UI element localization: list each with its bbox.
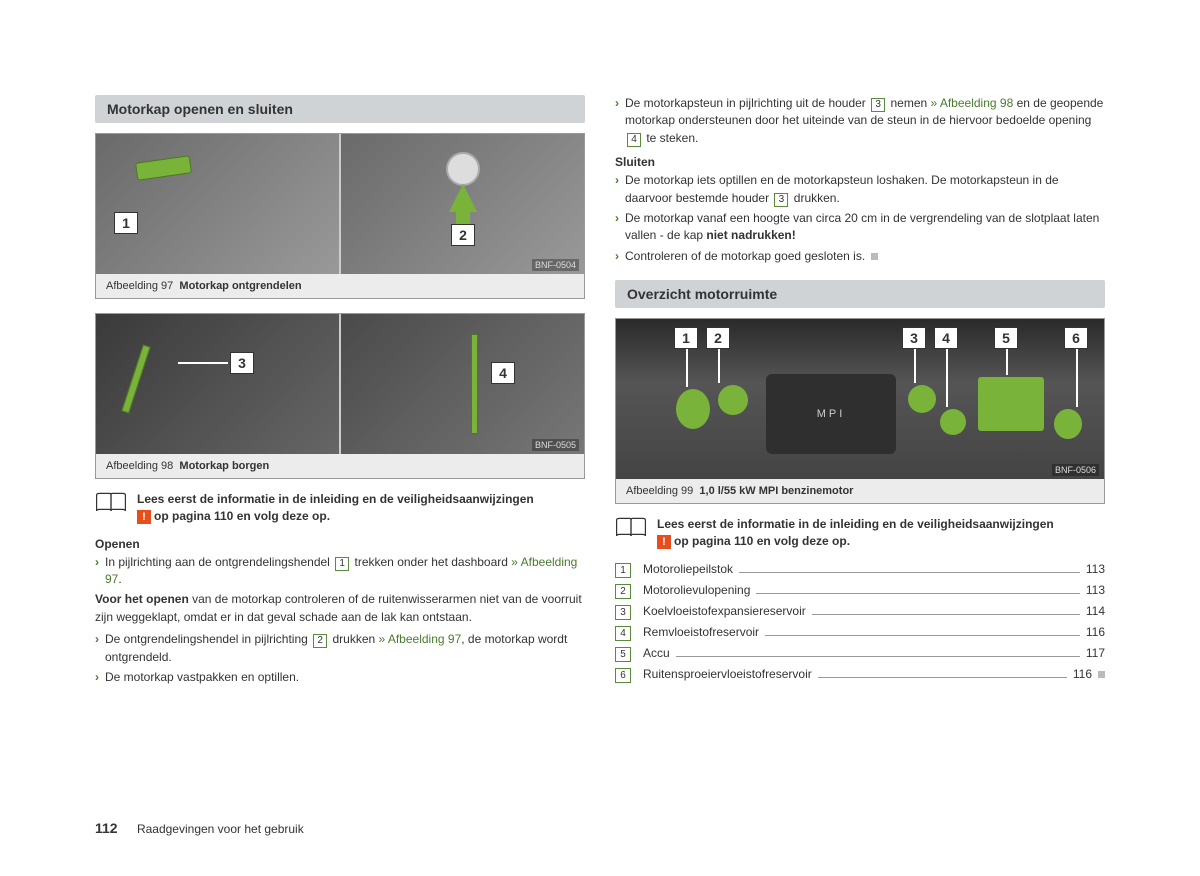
figure-97-num: Afbeelding 97 xyxy=(106,280,173,292)
read-first-notice: Lees eerst de informatie in de inleiding… xyxy=(95,491,585,525)
callout-2: 2 xyxy=(451,224,475,246)
figure-97: 1 2 BNF-0504 Afbeelding 97 Motorkap ontg… xyxy=(95,133,585,299)
toc-page: 114 xyxy=(1086,604,1105,618)
toc-row: 5 Accu 117 xyxy=(615,646,1105,662)
engine-toc: 1 Motoroliepeilstok 113 2 Motorolievulopenin… xyxy=(615,562,1105,683)
info-line2: op pagina 110 en volg deze op. xyxy=(154,509,330,523)
toc-number: 5 xyxy=(615,647,631,662)
toc-number: 3 xyxy=(615,605,631,620)
page-number: 112 xyxy=(95,820,118,836)
toc-number: 2 xyxy=(615,584,631,599)
toc-label: Motoroliepeilstok xyxy=(643,562,733,576)
sluiten-heading: Sluiten xyxy=(615,155,1105,169)
callout-e6: 6 xyxy=(1064,327,1088,349)
figure-99: MPI 1 2 3 4 5 6 BNF-0506 Afbeeldi xyxy=(615,318,1105,504)
toc-number: 1 xyxy=(615,563,631,578)
figure-97-title: Motorkap ontgrendelen xyxy=(179,280,301,292)
figure-98-title: Motorkap borgen xyxy=(179,460,269,472)
toc-row: 6 Ruitensproeiervloeistofreservoir 116 xyxy=(615,667,1105,683)
toc-number: 4 xyxy=(615,626,631,641)
toc-label: Accu xyxy=(643,646,670,660)
toc-page: 113 xyxy=(1086,583,1105,597)
chevron-icon: › xyxy=(615,95,619,147)
section-end-icon xyxy=(871,253,878,260)
bullet-close-3: › Controleren of de motorkap goed geslot… xyxy=(615,248,1105,265)
toc-label: Ruitensproeiervloeistofreservoir xyxy=(643,667,812,681)
toc-label: Remvloeistofreservoir xyxy=(643,625,759,639)
callout-e1: 1 xyxy=(674,327,698,349)
chevron-icon: › xyxy=(615,248,619,265)
bullet-close-1: › De motorkap iets optillen en de motork… xyxy=(615,172,1105,207)
warning-icon: ! xyxy=(137,510,151,524)
bullet-open-1: › In pijlrichting aan de ontgrendelingsh… xyxy=(95,554,585,589)
callout-e4: 4 xyxy=(934,327,958,349)
bullet-top-1: › De motorkapsteun in pijlrichting uit d… xyxy=(615,95,1105,147)
chevron-icon: › xyxy=(615,210,619,245)
callout-e5: 5 xyxy=(994,327,1018,349)
read-first-notice-2: Lees eerst de informatie in de inleiding… xyxy=(615,516,1105,550)
chevron-icon: › xyxy=(615,172,619,207)
callout-e2: 2 xyxy=(706,327,730,349)
section-end-icon xyxy=(1098,671,1105,678)
figure-code: BNF-0504 xyxy=(532,259,579,271)
callout-3: 3 xyxy=(230,352,254,374)
info-line1: Lees eerst de informatie in de inleiding… xyxy=(137,492,534,506)
info2-line2: op pagina 110 en volg deze op. xyxy=(674,534,850,548)
callout-e3: 3 xyxy=(902,327,926,349)
toc-page: 116 xyxy=(1086,625,1105,639)
figure-98: 3 4 BNF-0505 Afbeelding 98 Motorkap borg… xyxy=(95,313,585,479)
bullet-close-2: › De motorkap vanaf een hoogte van circa… xyxy=(615,210,1105,245)
chevron-icon: › xyxy=(95,669,99,686)
callout-4: 4 xyxy=(491,362,515,384)
toc-row: 1 Motoroliepeilstok 113 xyxy=(615,562,1105,578)
callout-1: 1 xyxy=(114,212,138,234)
chapter-title: Raadgevingen voor het gebruik xyxy=(137,822,304,836)
page-footer: 112 Raadgevingen voor het gebruik xyxy=(95,820,304,836)
book-icon xyxy=(95,491,127,515)
toc-row: 3 Koelvloeistofexpansiereservoir 114 xyxy=(615,604,1105,620)
toc-number: 6 xyxy=(615,668,631,683)
info2-line1: Lees eerst de informatie in de inleiding… xyxy=(657,517,1054,531)
left-column: Motorkap openen en sluiten 1 2 BNF-0 xyxy=(95,95,585,689)
toc-page: 113 xyxy=(1086,562,1105,576)
toc-label: Koelvloeistofexpansiereservoir xyxy=(643,604,806,618)
chevron-icon: › xyxy=(95,631,99,666)
book-icon xyxy=(615,516,647,540)
figure-98-num: Afbeelding 98 xyxy=(106,460,173,472)
chevron-icon: › xyxy=(95,554,99,589)
figure-code: BNF-0505 xyxy=(532,439,579,451)
figure-code: BNF-0506 xyxy=(1052,464,1099,476)
warning-icon: ! xyxy=(657,535,671,549)
figure-99-title: 1,0 l/55 kW MPI benzinemotor xyxy=(699,485,853,497)
bullet-open-3: › De motorkap vastpakken en optillen. xyxy=(95,669,585,686)
openen-heading: Openen xyxy=(95,537,585,551)
toc-row: 2 Motorolievulopening 113 xyxy=(615,583,1105,599)
section-header-engine: Overzicht motorruimte xyxy=(615,280,1105,308)
toc-page: 117 xyxy=(1086,646,1105,660)
bullet-open-2: › De ontgrendelingshendel in pijlrichtin… xyxy=(95,631,585,666)
toc-label: Motorolievulopening xyxy=(643,583,750,597)
toc-row: 4 Remvloeistofreservoir 116 xyxy=(615,625,1105,641)
section-header-hood: Motorkap openen en sluiten xyxy=(95,95,585,123)
para-before-open: Voor het openen van de motorkap controle… xyxy=(95,591,585,626)
right-column: › De motorkapsteun in pijlrichting uit d… xyxy=(615,95,1105,689)
figure-99-num: Afbeelding 99 xyxy=(626,485,693,497)
toc-page: 116 xyxy=(1073,667,1092,681)
